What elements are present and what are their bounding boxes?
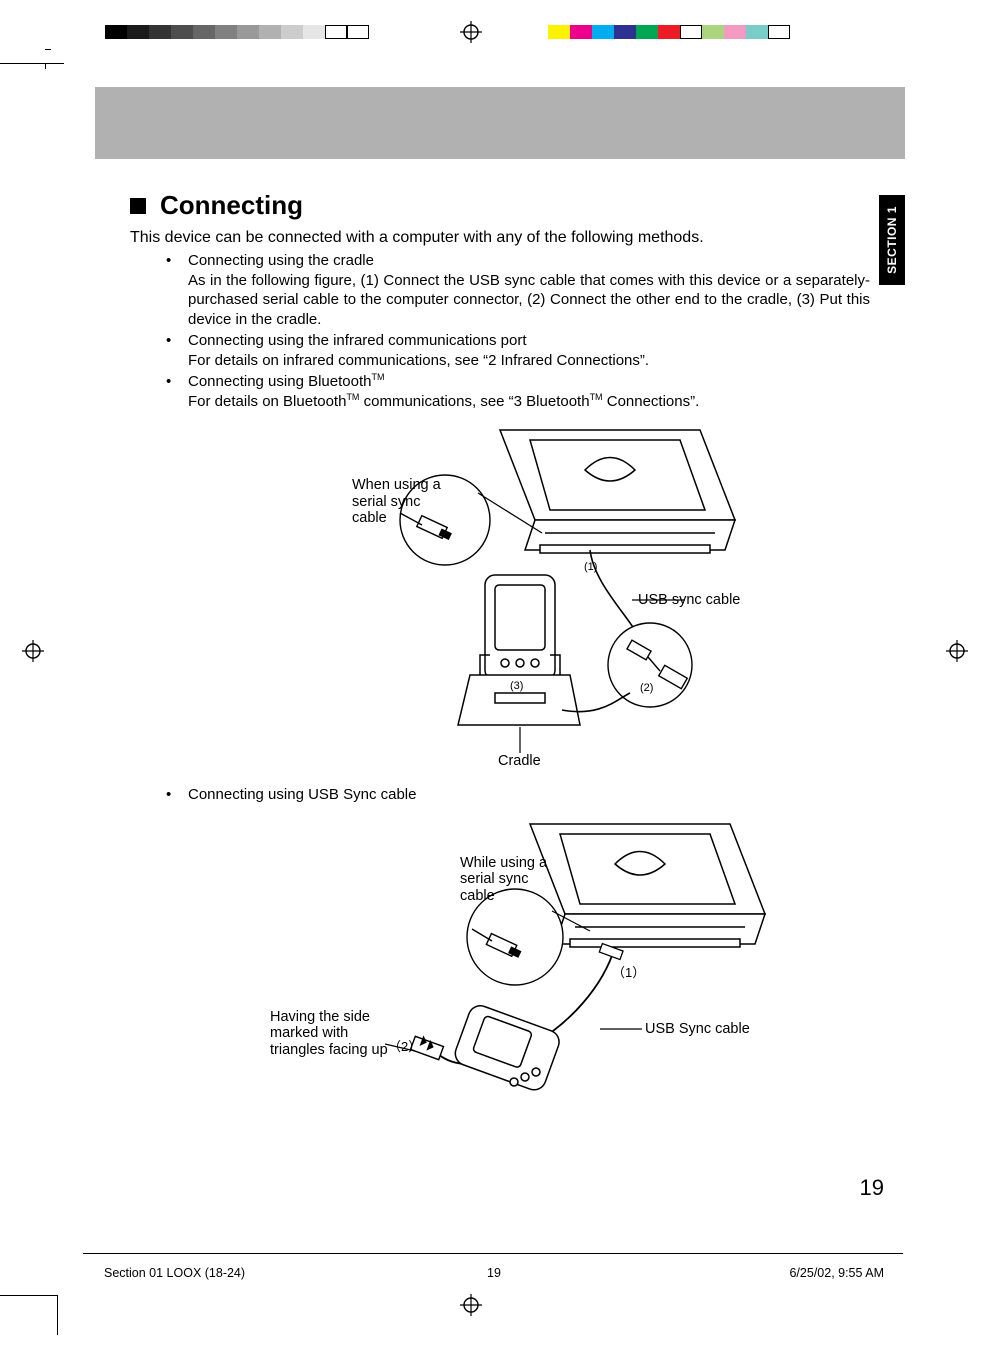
bullet-list-bottom: Connecting using USB Sync cable [166,785,870,805]
section-tab: SECTION 1 [879,195,905,285]
figure-usb-sync-connection: （1） （2） While using a serial sync cable … [270,819,790,1139]
figure1-num1: (1) [584,561,597,573]
page-content: Connecting This device can be connected … [130,190,870,1149]
bullet-head: Connecting using BluetoothTM [188,373,384,390]
figure1-num3: (3) [510,680,523,692]
intro-text: This device can be connected with a comp… [130,229,870,247]
registration-mark-icon [946,640,968,662]
bullet-list-top: Connecting using the cradle As in the fo… [166,251,870,411]
list-item: Connecting using BluetoothTM For details… [166,372,870,411]
figure2-num1: （1） [612,965,645,980]
page-title: Connecting [160,190,303,221]
list-item: Connecting using the cradle As in the fo… [166,251,870,329]
list-item: Connecting using the infrared communicat… [166,331,870,370]
footer-slug: Section 01 LOOX (18-24) 19 6/25/02, 9:55… [96,1266,892,1280]
bullet-head: Connecting using the infrared communicat… [188,332,527,349]
bullet-body: For details on BluetoothTM communication… [188,392,870,412]
figure1-callout-cradle: Cradle [498,753,541,770]
section-tab-label: SECTION 1 [885,206,899,274]
header-band [95,87,905,159]
figure-cradle-connection: (1) (2) (3) [330,425,750,775]
figure2-callout-serial: While using a serial sync cable [460,855,560,905]
bullet-head: Connecting using USB Sync cable [188,786,416,803]
figure1-callout-usb: USB sync cable [638,592,740,609]
page-number: 19 [860,1175,884,1201]
figure2-callout-triangles: Having the side marked with triangles fa… [270,1009,388,1059]
registration-mark-icon [460,1294,482,1316]
registration-mark-icon [460,21,482,43]
figure2-num2: （2） [388,1039,421,1054]
page-title-row: Connecting [130,190,870,221]
title-bullet-icon [130,198,146,214]
footer-center: 19 [96,1266,892,1280]
figure1-num2: (2) [640,682,653,694]
figure2-callout-usb: USB Sync cable [645,1021,750,1038]
registration-mark-icon [22,640,44,662]
printer-color-bars [0,25,987,43]
figure1-callout-serial: When using a serial sync cable [352,477,447,527]
bullet-head: Connecting using the cradle [188,252,374,269]
list-item: Connecting using USB Sync cable [166,785,870,805]
bullet-body: For details on infrared communications, … [188,351,870,371]
bullet-body: As in the following figure, (1) Connect … [188,271,870,330]
